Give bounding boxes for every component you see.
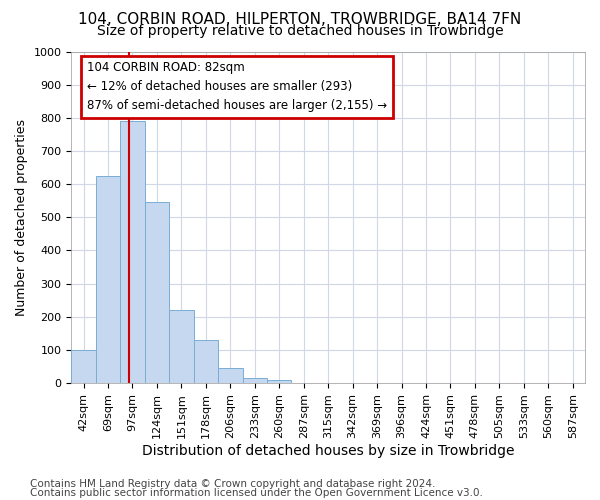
Text: Contains HM Land Registry data © Crown copyright and database right 2024.: Contains HM Land Registry data © Crown c…: [30, 479, 436, 489]
Text: Size of property relative to detached houses in Trowbridge: Size of property relative to detached ho…: [97, 24, 503, 38]
Bar: [120, 121, 145, 383]
X-axis label: Distribution of detached houses by size in Trowbridge: Distribution of detached houses by size …: [142, 444, 514, 458]
Bar: [169, 310, 194, 383]
Bar: [218, 368, 242, 383]
Text: 104, CORBIN ROAD, HILPERTON, TROWBRIDGE, BA14 7FN: 104, CORBIN ROAD, HILPERTON, TROWBRIDGE,…: [79, 12, 521, 28]
Bar: [96, 176, 120, 383]
Bar: [242, 378, 267, 383]
Bar: [267, 380, 292, 383]
Text: Contains public sector information licensed under the Open Government Licence v3: Contains public sector information licen…: [30, 488, 483, 498]
Bar: [71, 350, 96, 383]
Text: 104 CORBIN ROAD: 82sqm
← 12% of detached houses are smaller (293)
87% of semi-de: 104 CORBIN ROAD: 82sqm ← 12% of detached…: [86, 62, 387, 112]
Bar: [145, 202, 169, 383]
Bar: [194, 340, 218, 383]
Y-axis label: Number of detached properties: Number of detached properties: [15, 119, 28, 316]
